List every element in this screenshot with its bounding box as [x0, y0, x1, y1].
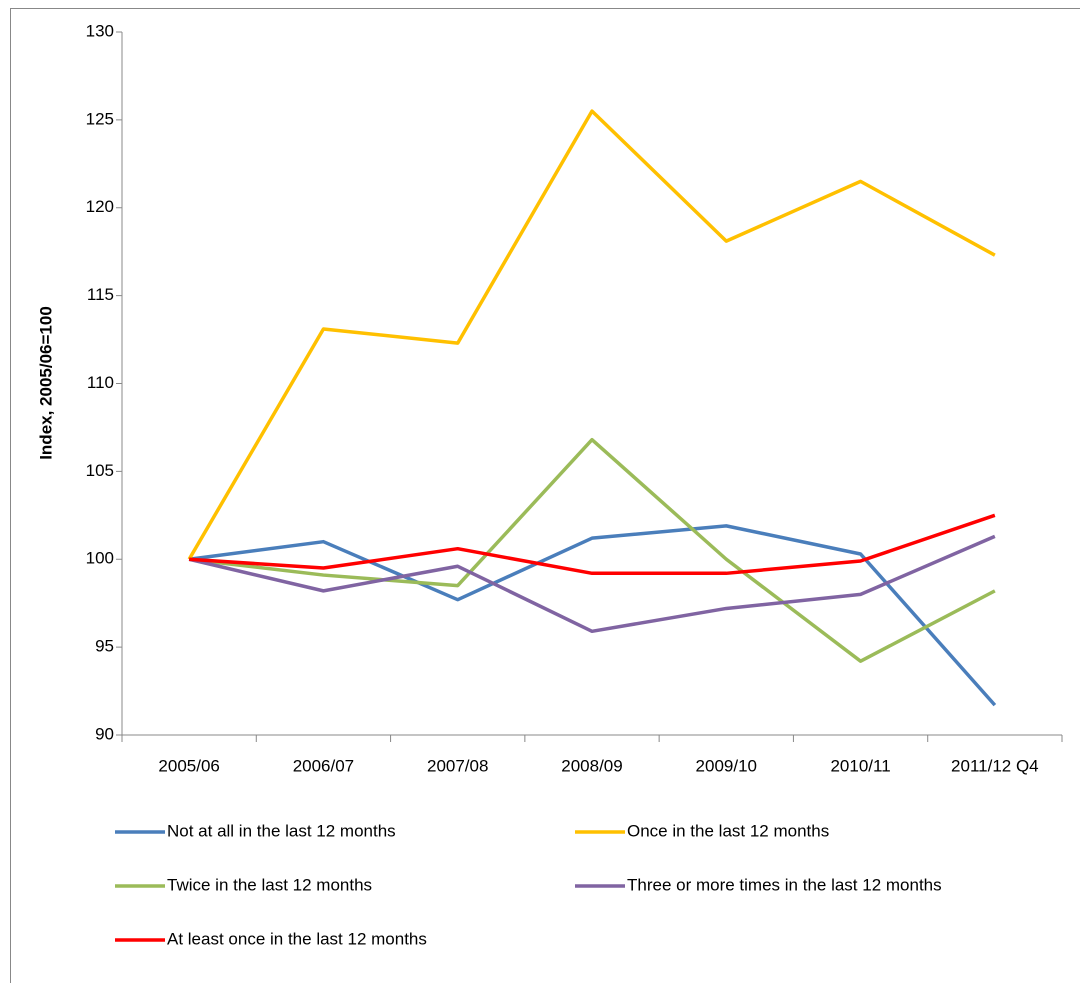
y-tick-label: 95 — [95, 637, 114, 656]
x-tick-label: 2006/07 — [293, 756, 354, 775]
y-tick-label: 130 — [86, 21, 114, 40]
legend-label: Three or more times in the last 12 month… — [627, 875, 942, 894]
x-tick-label: 2009/10 — [696, 756, 757, 775]
legend-label: Once in the last 12 months — [627, 821, 829, 840]
y-tick-label: 105 — [86, 461, 114, 480]
x-tick-label: 2011/12 Q4 — [951, 756, 1039, 775]
series-line — [188, 437, 996, 663]
series-line — [189, 513, 996, 576]
chart-border — [10, 8, 1080, 983]
x-tick-label: 2008/09 — [561, 756, 622, 775]
series-line — [187, 109, 996, 561]
y-tick-label: 120 — [86, 197, 114, 216]
series-line — [188, 524, 997, 707]
x-tick-label: 2007/08 — [427, 756, 488, 775]
legend-label: Not at all in the last 12 months — [167, 821, 396, 840]
y-tick-label: 90 — [95, 724, 114, 743]
y-axis-label: Index, 2005/06=100 — [36, 306, 55, 460]
legend-label: Twice in the last 12 months — [167, 875, 372, 894]
y-tick-label: 115 — [87, 285, 114, 304]
x-tick-label: 2005/06 — [158, 756, 219, 775]
series-line — [188, 534, 996, 634]
x-tick-label: 2010/11 — [830, 756, 890, 775]
y-tick-label: 110 — [87, 373, 114, 392]
legend-label: At least once in the last 12 months — [167, 929, 427, 948]
y-tick-label: 125 — [86, 109, 114, 128]
y-tick-label: 100 — [86, 549, 114, 568]
